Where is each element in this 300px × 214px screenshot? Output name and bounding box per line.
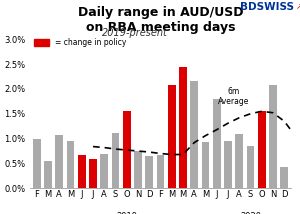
Text: 2020: 2020 [240, 212, 261, 214]
Bar [269, 85, 277, 188]
Legend: = change in policy: = change in policy [34, 38, 127, 47]
Text: 2019-present: 2019-present [102, 28, 168, 38]
Bar [33, 139, 41, 188]
Bar [145, 156, 153, 188]
Bar [100, 153, 108, 188]
Bar [157, 155, 164, 188]
Bar [134, 151, 142, 188]
Bar [247, 146, 254, 188]
Bar [190, 82, 198, 188]
Bar [258, 111, 266, 188]
Text: ↗: ↗ [296, 2, 300, 11]
Bar [44, 161, 52, 188]
Bar [55, 135, 63, 188]
Bar [168, 85, 176, 188]
Text: 2019: 2019 [116, 212, 137, 214]
Bar [112, 133, 119, 188]
Bar [213, 99, 221, 188]
Bar [67, 141, 74, 188]
Title: Daily range in AUD/USD
on RBA meeting days: Daily range in AUD/USD on RBA meeting da… [78, 6, 243, 34]
Bar [235, 134, 243, 188]
Bar [89, 159, 97, 188]
Text: BDSWISS: BDSWISS [240, 2, 294, 12]
Bar [78, 155, 86, 188]
Bar [224, 141, 232, 188]
Bar [179, 67, 187, 188]
Bar [280, 167, 288, 188]
Bar [123, 111, 131, 188]
Text: 6m
Average: 6m Average [218, 87, 249, 106]
Bar [202, 142, 209, 188]
